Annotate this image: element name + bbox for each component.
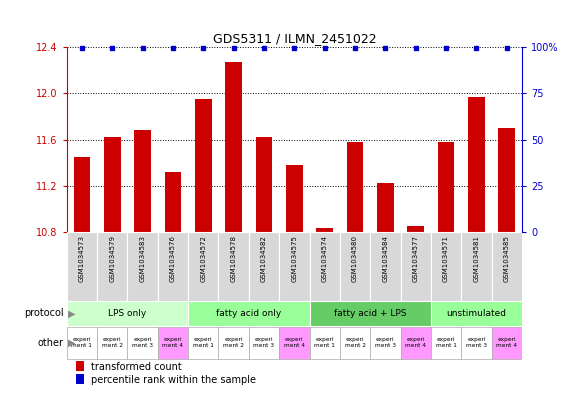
Bar	[438, 142, 455, 232]
Text: GSM1034574: GSM1034574	[322, 235, 328, 282]
Bar	[431, 301, 522, 326]
Bar	[461, 327, 492, 359]
Bar	[377, 184, 394, 232]
Text: GSM1034584: GSM1034584	[382, 235, 389, 282]
Text: GSM1034578: GSM1034578	[231, 235, 237, 282]
Text: experi
ment 4: experi ment 4	[162, 338, 183, 348]
Bar	[249, 232, 279, 301]
Text: experi
ment 1: experi ment 1	[314, 338, 335, 348]
Bar	[468, 97, 485, 232]
Text: experi
ment 4: experi ment 4	[284, 338, 305, 348]
Bar	[431, 232, 461, 301]
Bar	[316, 228, 333, 232]
Text: experi
ment 3: experi ment 3	[466, 338, 487, 348]
Bar	[370, 327, 401, 359]
Text: GSM1034572: GSM1034572	[200, 235, 206, 282]
Text: transformed count: transformed count	[91, 362, 182, 372]
Bar	[286, 165, 303, 232]
Text: GSM1034581: GSM1034581	[473, 235, 480, 282]
Text: GSM1034579: GSM1034579	[109, 235, 115, 282]
Bar	[158, 327, 188, 359]
Bar	[370, 232, 401, 301]
Bar	[134, 130, 151, 232]
Text: experi
ment 4: experi ment 4	[405, 338, 426, 348]
Bar	[195, 99, 212, 232]
Bar	[225, 62, 242, 232]
Text: GSM1034577: GSM1034577	[413, 235, 419, 282]
Text: GSM1034575: GSM1034575	[291, 235, 298, 282]
Text: GSM1034576: GSM1034576	[170, 235, 176, 282]
Text: experi
ment 1: experi ment 1	[71, 338, 92, 348]
Text: unstimulated: unstimulated	[447, 309, 506, 318]
Bar	[310, 301, 431, 326]
Text: GSM1034583: GSM1034583	[140, 235, 146, 282]
Bar	[347, 142, 364, 232]
Bar	[67, 232, 97, 301]
Bar	[401, 327, 431, 359]
Bar	[461, 232, 492, 301]
Bar	[279, 327, 310, 359]
Text: fatty acid only: fatty acid only	[216, 309, 281, 318]
Text: GSM1034573: GSM1034573	[79, 235, 85, 282]
Text: experi
ment 2: experi ment 2	[102, 338, 123, 348]
Bar	[67, 327, 97, 359]
Bar	[310, 232, 340, 301]
Bar	[188, 232, 219, 301]
Bar	[249, 327, 279, 359]
Bar	[76, 374, 84, 384]
Text: experi
ment 3: experi ment 3	[375, 338, 396, 348]
Text: experi
ment 2: experi ment 2	[345, 338, 365, 348]
Text: experi
ment 3: experi ment 3	[253, 338, 274, 348]
Text: experi
ment 1: experi ment 1	[193, 338, 213, 348]
Bar	[492, 327, 522, 359]
Text: percentile rank within the sample: percentile rank within the sample	[91, 375, 256, 384]
Text: experi
ment 3: experi ment 3	[132, 338, 153, 348]
Bar	[76, 362, 84, 371]
Bar	[498, 128, 515, 232]
Text: protocol: protocol	[24, 309, 64, 318]
Bar	[97, 327, 128, 359]
Bar	[158, 232, 188, 301]
Text: LPS only: LPS only	[108, 309, 147, 318]
Text: experi
ment 2: experi ment 2	[223, 338, 244, 348]
Bar	[165, 172, 182, 232]
Bar	[188, 301, 310, 326]
Text: GSM1034582: GSM1034582	[261, 235, 267, 282]
Text: ▶: ▶	[68, 309, 75, 318]
Text: other: other	[38, 338, 64, 348]
Bar	[340, 327, 370, 359]
Bar	[97, 232, 128, 301]
Bar	[492, 232, 522, 301]
Bar	[128, 327, 158, 359]
Bar	[407, 226, 424, 232]
Text: experi
ment 1: experi ment 1	[436, 338, 456, 348]
Bar	[401, 232, 431, 301]
Bar	[104, 137, 121, 232]
Bar	[67, 301, 188, 326]
Text: ▶: ▶	[68, 338, 75, 348]
Title: GDS5311 / ILMN_2451022: GDS5311 / ILMN_2451022	[212, 31, 376, 44]
Bar	[128, 232, 158, 301]
Bar	[74, 157, 90, 232]
Text: fatty acid + LPS: fatty acid + LPS	[334, 309, 407, 318]
Bar	[219, 327, 249, 359]
Bar	[188, 327, 219, 359]
Bar	[340, 232, 370, 301]
Bar	[431, 327, 461, 359]
Text: GSM1034580: GSM1034580	[352, 235, 358, 282]
Text: GSM1034585: GSM1034585	[504, 235, 510, 282]
Bar	[279, 232, 310, 301]
Bar	[310, 327, 340, 359]
Bar	[256, 137, 273, 232]
Bar	[219, 232, 249, 301]
Text: experi
ment 4: experi ment 4	[496, 338, 517, 348]
Text: GSM1034571: GSM1034571	[443, 235, 449, 282]
